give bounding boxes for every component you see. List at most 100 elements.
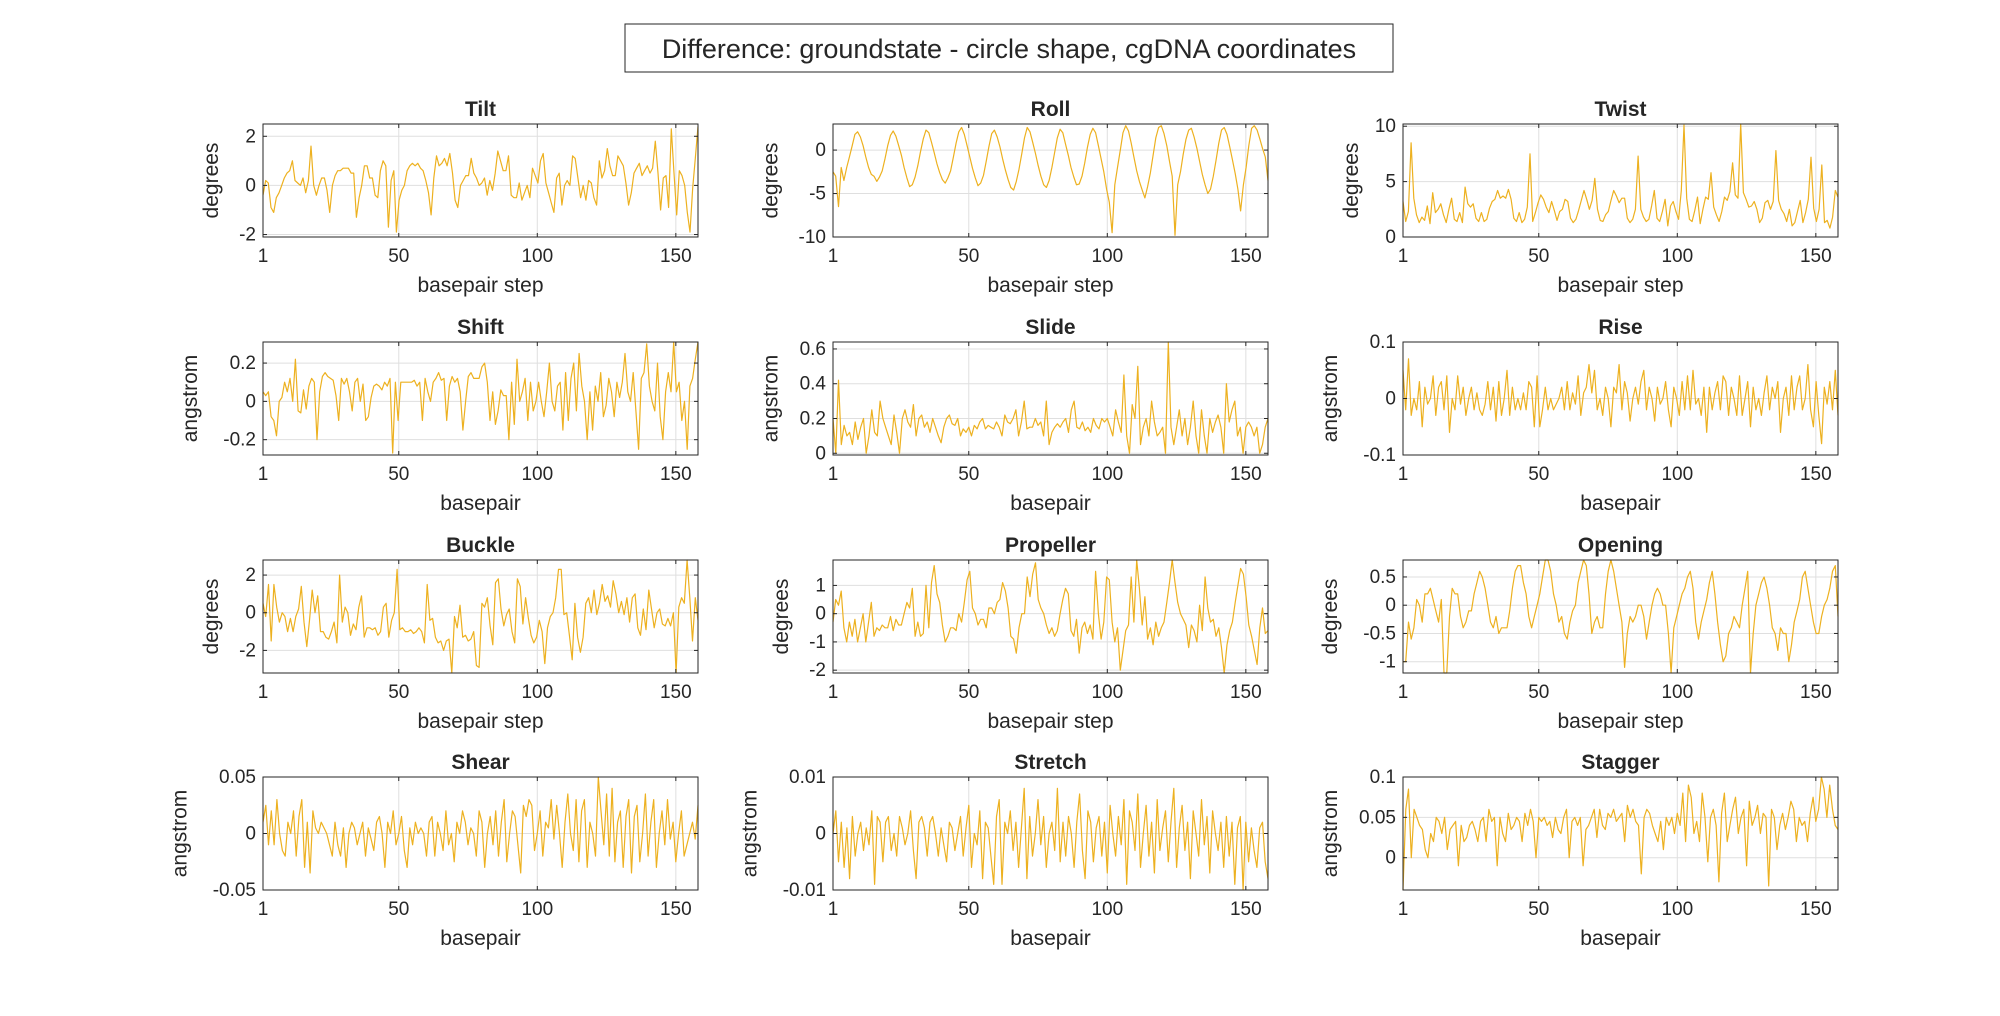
figure-title: Difference: groundstate - circle shape, … <box>662 34 1356 64</box>
y-tick-label: 0.2 <box>230 353 256 374</box>
axes-frame <box>1402 776 1839 891</box>
x-tick-label: 100 <box>1661 682 1693 703</box>
x-tick-label: 1 <box>1398 899 1409 920</box>
x-axis-label: basepair <box>1010 492 1091 515</box>
x-axis-label: basepair <box>1580 927 1661 950</box>
x-axis-label: basepair <box>1010 927 1091 950</box>
y-tick-label: 2 <box>245 126 256 147</box>
x-axis-label: basepair step <box>1557 274 1683 297</box>
x-tick-label: 1 <box>828 464 839 485</box>
x-tick-label: 150 <box>660 682 692 703</box>
x-tick-label: 1 <box>1398 464 1409 485</box>
x-tick-label: 1 <box>828 246 839 267</box>
x-tick-label: 100 <box>1091 899 1123 920</box>
y-tick-label: 5 <box>1385 172 1396 193</box>
x-tick-label: 50 <box>1528 682 1549 703</box>
data-line <box>262 126 699 233</box>
x-tick-label: 1 <box>258 899 269 920</box>
x-tick-label: 150 <box>1230 464 1262 485</box>
y-axis-label: degrees <box>760 143 783 219</box>
y-tick-label: 0 <box>815 140 826 161</box>
y-tick-label: -0.01 <box>783 880 826 901</box>
x-tick-label: 1 <box>258 464 269 485</box>
x-tick-label: 100 <box>521 246 553 267</box>
x-tick-label: 150 <box>660 464 692 485</box>
x-tick-label: 50 <box>388 246 409 267</box>
x-tick-label: 1 <box>828 682 839 703</box>
x-tick-label: 150 <box>1230 246 1262 267</box>
y-tick-label: 0 <box>815 443 826 464</box>
data-line <box>262 341 699 454</box>
x-tick-label: 150 <box>1800 246 1832 267</box>
x-tick-label: 100 <box>1661 246 1693 267</box>
y-axis-label: angstrom <box>760 355 783 443</box>
data-line <box>1402 776 1839 891</box>
y-tick-label: 0.4 <box>800 374 827 395</box>
x-axis-label: basepair step <box>987 710 1113 733</box>
y-tick-label: 0 <box>1385 595 1396 616</box>
x-tick-label: 150 <box>660 899 692 920</box>
y-axis-label: degrees <box>1319 579 1342 655</box>
y-tick-label: 0 <box>245 391 256 412</box>
y-tick-label: 0.1 <box>1370 767 1396 788</box>
x-tick-label: 150 <box>1800 464 1832 485</box>
x-axis-label: basepair step <box>417 274 543 297</box>
data-line <box>832 341 1269 454</box>
axes-frame <box>832 559 1269 674</box>
y-tick-label: 10 <box>1375 116 1396 137</box>
y-tick-label: 0.6 <box>800 339 826 360</box>
y-axis-label: angstrom <box>169 790 192 878</box>
y-tick-label: 0.01 <box>789 767 826 788</box>
y-tick-label: -0.1 <box>1363 445 1396 466</box>
x-tick-label: 1 <box>1398 682 1409 703</box>
subplot-stretch: 1 50 100 150-0.0100.01Stretchbasepairangstr… <box>739 751 1269 950</box>
x-tick-label: 100 <box>1661 899 1693 920</box>
y-tick-label: -10 <box>799 227 826 248</box>
x-tick-label: 150 <box>1230 682 1262 703</box>
x-tick-label: 50 <box>1528 464 1549 485</box>
data-line <box>832 125 1269 236</box>
y-tick-label: -2 <box>239 640 256 661</box>
y-tick-label: 0.1 <box>1370 332 1396 353</box>
x-tick-label: 1 <box>258 246 269 267</box>
y-tick-label: 0.05 <box>1359 807 1396 828</box>
subplot-title: Propeller <box>1005 534 1096 557</box>
data-line <box>262 776 699 874</box>
y-axis-label: degrees <box>200 143 223 219</box>
y-tick-label: 0.05 <box>219 767 256 788</box>
subplot-title: Shift <box>457 316 504 339</box>
x-tick-label: 50 <box>958 464 979 485</box>
subplot-title: Slide <box>1025 316 1075 339</box>
y-tick-label: 0 <box>815 824 826 845</box>
axes-frame <box>832 341 1269 456</box>
subplot-title: Stretch <box>1014 751 1086 774</box>
data-line <box>1402 123 1839 229</box>
y-axis-label: degrees <box>1340 143 1363 219</box>
y-tick-label: 0.2 <box>800 408 826 429</box>
y-axis-label: angstrom <box>739 790 762 878</box>
y-tick-label: 0.5 <box>1370 567 1396 588</box>
y-tick-label: 0 <box>1385 227 1396 248</box>
subplot-title: Shear <box>451 751 509 774</box>
data-line <box>1403 559 1839 674</box>
y-tick-label: 0 <box>1385 848 1396 869</box>
y-axis-label: angstrom <box>1319 790 1342 878</box>
x-tick-label: 50 <box>388 464 409 485</box>
x-axis-label: basepair step <box>1557 710 1683 733</box>
subplot-title: Roll <box>1031 98 1071 121</box>
x-tick-label: 1 <box>828 899 839 920</box>
y-tick-label: -0.5 <box>1363 623 1396 644</box>
y-tick-label: -2 <box>809 660 826 681</box>
subplot-title: Stagger <box>1581 751 1659 774</box>
data-line <box>262 559 699 674</box>
data-line <box>832 787 1269 891</box>
x-axis-label: basepair step <box>417 710 543 733</box>
axes-frame <box>262 341 699 456</box>
